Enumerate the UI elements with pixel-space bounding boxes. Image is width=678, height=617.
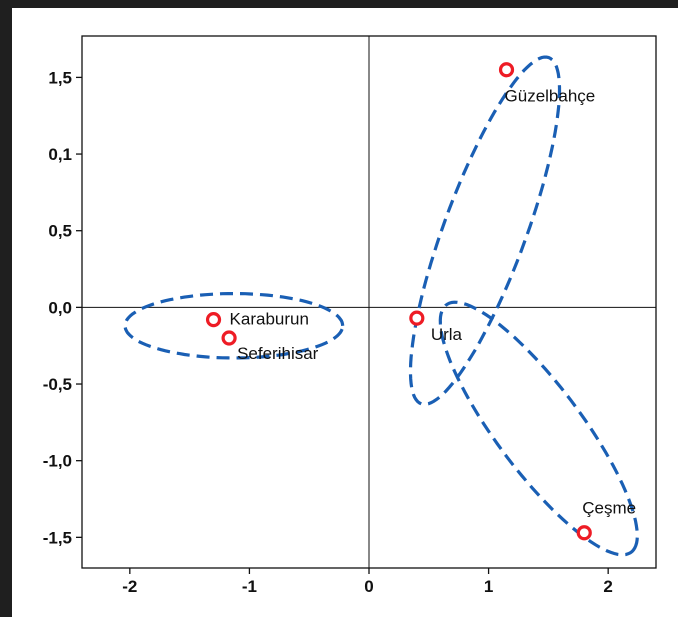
y-tick-label: 0,1 xyxy=(48,145,72,164)
group-ellipse-2 xyxy=(408,55,562,406)
x-tick-label: -1 xyxy=(242,577,257,596)
data-point xyxy=(576,525,592,541)
group-ellipse-3 xyxy=(438,300,639,557)
chart-frame: -2 -1 0 1 2 1,5 0,1 0,5 0,0 -0,5 -1,0 -1,5 Güzelbah… xyxy=(12,8,678,617)
data-point xyxy=(498,62,515,78)
y-tick-label: -1,0 xyxy=(43,452,72,471)
data-point xyxy=(205,312,222,328)
y-tick-label: 0,0 xyxy=(48,298,72,317)
y-tick-label: -0,5 xyxy=(43,375,72,394)
y-tick-label: -1,5 xyxy=(43,528,72,547)
x-tick-label: 0 xyxy=(364,577,373,596)
x-tick-label: 1 xyxy=(484,577,493,596)
data-point-label: Güzelbahçe xyxy=(505,87,596,106)
x-tick-label: -2 xyxy=(122,577,137,596)
data-point-label: Karaburun xyxy=(230,310,309,329)
y-tick-label: 0,5 xyxy=(48,222,72,241)
group-ellipse-1 xyxy=(123,292,345,360)
data-point-label: Seferihisar xyxy=(237,344,319,363)
data-point-label: Çeşme xyxy=(582,499,636,518)
scatter-chart: -2 -1 0 1 2 1,5 0,1 0,5 0,0 -0,5 -1,0 -1,5 Güzelbah… xyxy=(43,35,657,596)
data-point xyxy=(221,330,237,346)
data-point xyxy=(409,310,425,326)
x-tick-label: 2 xyxy=(603,577,612,596)
data-point-label: Urla xyxy=(431,325,463,344)
y-tick-label: 1,5 xyxy=(48,68,72,87)
